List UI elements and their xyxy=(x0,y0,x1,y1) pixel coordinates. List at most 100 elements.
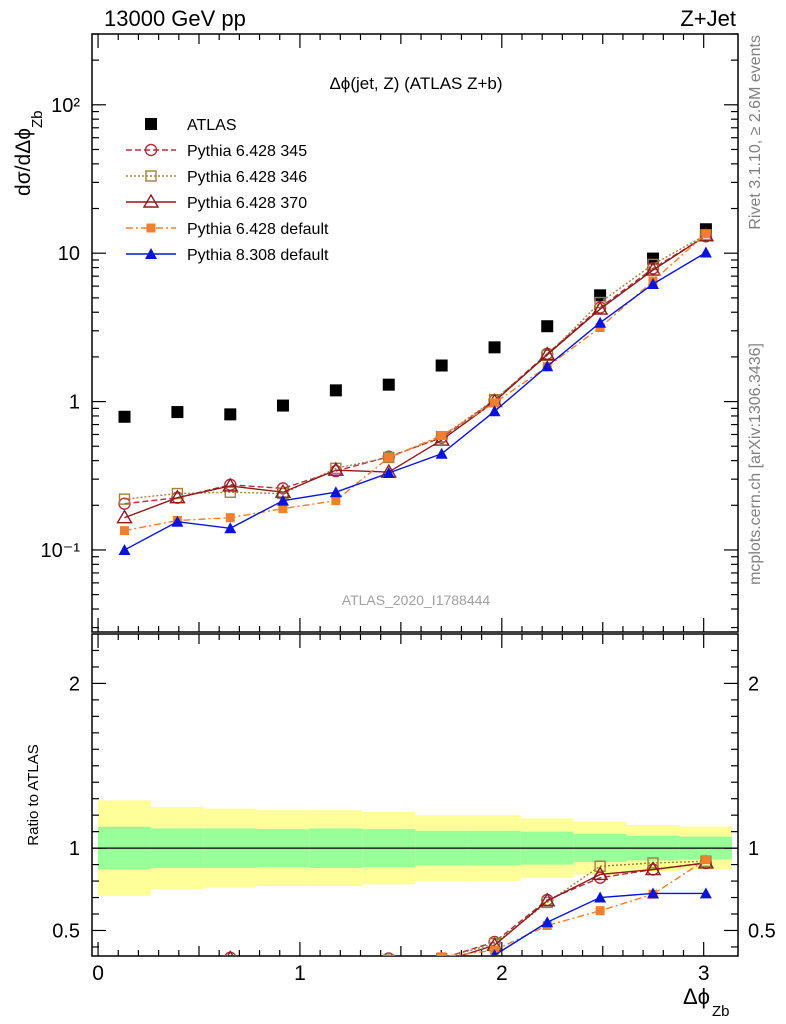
ratio-point-p8def xyxy=(330,972,342,983)
data-point-p346 xyxy=(594,296,606,309)
ratio-point-p346 xyxy=(225,958,235,968)
data-point-atlas xyxy=(594,289,607,302)
axes-tick-labels: 0 1 2 3 10⁻¹ 1 10 10² 0.5 0.5 1 1 2 2 xyxy=(41,95,776,985)
axes-ticks xyxy=(92,33,738,956)
ratio-line-p345 xyxy=(447,862,706,956)
data-point-p346 xyxy=(118,493,131,505)
ratio-point-p6def xyxy=(226,975,235,984)
ratio-point-p6def xyxy=(595,906,605,916)
legend-label-p8def: Pythia 8.308 default xyxy=(187,247,329,264)
ratio-point-p370 xyxy=(170,961,184,973)
x-tick-label: 0 xyxy=(92,962,104,985)
data-point-p6def xyxy=(120,526,130,536)
legend: ATLAS Pythia 6.428 345 Pythia 6.428 346 Pyt… xyxy=(126,117,329,264)
main-y-tick-label: 10² xyxy=(51,95,80,117)
ratio-y-tick-label-left: 0.5 xyxy=(52,920,80,942)
ratio-y-tick-label-right: 0.5 xyxy=(748,920,776,942)
data-point-p8def xyxy=(276,494,289,506)
ratio-point-p346 xyxy=(278,965,288,975)
data-point-atlas xyxy=(224,408,237,421)
data-point-atlas xyxy=(488,341,501,354)
data-point-p8def xyxy=(647,277,660,289)
legend-label-p345: Pythia 6.428 345 xyxy=(187,143,307,160)
ratio-point-p370 xyxy=(591,866,609,881)
legend-label-p346: Pythia 6.428 346 xyxy=(187,169,307,186)
data-point-p370 xyxy=(539,346,556,361)
main-y-axis-label-text: dσ/dΔϕ xyxy=(12,128,35,196)
data-point-atlas xyxy=(435,359,448,372)
ratio-point-p8def xyxy=(436,966,448,977)
ratio-plot-frame xyxy=(91,633,739,957)
data-point-p370 xyxy=(169,489,186,504)
legend-marker-p370 xyxy=(142,193,160,208)
ratio-point-p345 xyxy=(224,951,237,956)
legend-marker-p8def xyxy=(145,248,157,259)
data-point-atlas xyxy=(382,378,395,391)
data-point-atlas xyxy=(541,320,554,333)
ratio-point-p345 xyxy=(330,960,341,971)
data-point-p346 xyxy=(171,487,184,500)
series-line-p370 xyxy=(124,235,707,519)
ratio-point-p346 xyxy=(383,954,395,956)
ratio-point-p8def xyxy=(171,977,183,988)
data-point-atlas xyxy=(647,252,660,265)
x-tick-label: 3 xyxy=(698,962,710,985)
data-point-p346 xyxy=(383,451,395,464)
series-line-p8def xyxy=(124,251,707,551)
ratio-point-p6def xyxy=(701,855,711,865)
series-line-p6def xyxy=(124,233,707,532)
data-point-p6def xyxy=(331,496,341,506)
main-y-axis-label-subscript: Zb xyxy=(29,110,46,128)
ratio-point-p370 xyxy=(329,958,343,970)
ratio-line-p6def xyxy=(442,859,707,956)
data-point-p6def xyxy=(437,431,447,441)
data-point-p370 xyxy=(116,509,133,524)
x-axis-label-text: Δϕ xyxy=(683,984,710,1009)
ratio-point-p346 xyxy=(331,958,341,968)
data-point-p8def xyxy=(118,543,131,555)
data-point-p370 xyxy=(644,261,662,276)
ratio-point-p8def xyxy=(541,916,554,928)
ratio-point-p370 xyxy=(644,861,662,876)
mcplots-label: mcplots.cern.ch [arXiv:1306.3436] xyxy=(747,343,764,585)
rivet-version-label: Rivet 3.1.10, ≥ 2.6M events xyxy=(747,35,764,230)
ratio-x-axis-label: Δϕ Zb xyxy=(683,984,730,1020)
data-point-p8def xyxy=(435,447,448,459)
data-point-p8def xyxy=(382,467,395,479)
ratio-point-p8def xyxy=(383,966,395,977)
ratio-point-p345 xyxy=(277,961,288,972)
data-point-atlas xyxy=(171,406,184,419)
data-point-p370 xyxy=(327,461,345,476)
ratio-point-p8def xyxy=(647,887,660,899)
ratio-series-group xyxy=(118,854,715,996)
data-point-atlas xyxy=(276,399,289,412)
ratio-point-p8def xyxy=(699,887,712,899)
legend-label-p370: Pythia 6.428 370 xyxy=(187,195,307,212)
ratio-point-p345 xyxy=(172,964,183,975)
data-point-p370 xyxy=(591,300,609,315)
ratio-point-p8def xyxy=(277,969,289,980)
legend-marker-p346 xyxy=(145,170,157,182)
ratio-point-p8def xyxy=(119,985,131,996)
legend-marker-p6def xyxy=(146,223,156,233)
data-point-atlas xyxy=(329,384,342,397)
data-point-p8def xyxy=(594,316,607,328)
data-point-atlas xyxy=(118,410,131,423)
data-point-p8def xyxy=(699,246,712,258)
ratio-point-p370 xyxy=(226,950,234,956)
legend-label-p6def: Pythia 6.428 default xyxy=(187,221,329,238)
data-point-p6def xyxy=(225,513,235,523)
ratio-point-p370 xyxy=(276,963,290,975)
ratio-point-p346 xyxy=(594,860,606,872)
header-process-label: Z+Jet xyxy=(680,6,736,31)
ratio-point-p345 xyxy=(383,952,395,956)
ratio-point-p370 xyxy=(118,971,132,983)
ratio-point-p370 xyxy=(539,892,556,907)
series-line-p346 xyxy=(124,234,707,500)
ratio-point-p6def xyxy=(173,977,182,986)
ratio-y-axis-label: Ratio to ATLAS xyxy=(25,744,42,845)
ratio-point-p346 xyxy=(172,962,182,972)
data-point-p6def xyxy=(278,504,288,514)
ratio-point-p346 xyxy=(647,857,659,869)
